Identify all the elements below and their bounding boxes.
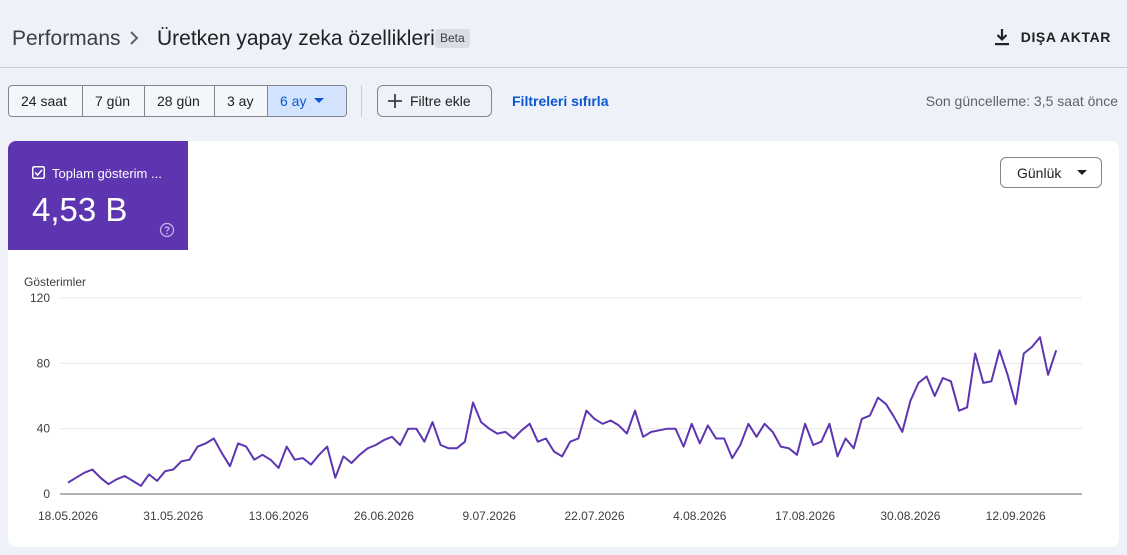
y-tick-label: 80 bbox=[37, 356, 51, 370]
x-tick-label: 31.05.2026 bbox=[143, 509, 203, 523]
caret-down-icon bbox=[314, 98, 325, 103]
plus-icon bbox=[388, 94, 402, 108]
y-tick-label: 0 bbox=[43, 487, 50, 501]
x-tick-label: 18.05.2026 bbox=[38, 509, 98, 523]
add-filter-button[interactable]: Filtre ekle bbox=[377, 85, 492, 117]
y-tick-label: 120 bbox=[30, 291, 50, 305]
page-header: Performans Üretken yapay zeka özellikler… bbox=[0, 0, 1127, 68]
toolbar-divider bbox=[361, 85, 362, 117]
page-title: Üretken yapay zeka özellikleri bbox=[157, 27, 435, 50]
export-label: DIŞA AKTAR bbox=[1020, 29, 1111, 45]
x-tick-label: 13.06.2026 bbox=[249, 509, 309, 523]
beta-badge: Beta bbox=[435, 29, 470, 48]
x-tick-label: 17.08.2026 bbox=[775, 509, 835, 523]
range-7d[interactable]: 7 gün bbox=[83, 86, 145, 116]
granularity-value: Günlük bbox=[1017, 164, 1062, 181]
x-tick-label: 22.07.2026 bbox=[564, 509, 624, 523]
range-3m[interactable]: 3 ay bbox=[215, 86, 268, 116]
metric-label: Toplam gösterim ... bbox=[52, 166, 162, 181]
series-line-impressions bbox=[67, 336, 1058, 487]
checkbox-checked-icon[interactable] bbox=[32, 166, 45, 179]
range-28d[interactable]: 28 gün bbox=[145, 86, 215, 116]
caret-down-icon bbox=[1077, 169, 1088, 175]
x-tick-label: 9.07.2026 bbox=[463, 509, 517, 523]
breadcrumb-performance[interactable]: Performans bbox=[12, 27, 121, 50]
metric-value: 4,53 B bbox=[32, 191, 128, 228]
reset-filters-link[interactable]: Filtreleri sıfırla bbox=[512, 93, 609, 109]
range-6m-label: 6 ay bbox=[280, 93, 307, 109]
range-24h[interactable]: 24 saat bbox=[9, 86, 83, 116]
metric-tile-total-impressions[interactable]: Toplam gösterim ... 4,53 B bbox=[8, 141, 188, 250]
x-tick-label: 4.08.2026 bbox=[673, 509, 727, 523]
last-updated-text: Son güncelleme: 3,5 saat önce bbox=[925, 93, 1118, 109]
x-tick-label: 12.09.2026 bbox=[986, 509, 1046, 523]
add-filter-label: Filtre ekle bbox=[410, 93, 471, 109]
y-axis-label: Gösterimler bbox=[24, 275, 87, 289]
y-tick-label: 40 bbox=[37, 422, 51, 436]
range-6m[interactable]: 6 ay bbox=[268, 86, 346, 116]
performance-card: Toplam gösterim ... 4,53 B Günlük bbox=[8, 141, 1119, 547]
export-button[interactable]: DIŞA AKTAR bbox=[993, 25, 1111, 49]
date-range-selector: 24 saat 7 gün 28 gün 3 ay 6 ay bbox=[8, 85, 347, 117]
granularity-dropdown[interactable]: Günlük bbox=[1000, 157, 1102, 188]
download-icon bbox=[994, 29, 1009, 46]
x-tick-label: 26.06.2026 bbox=[354, 509, 414, 523]
help-icon[interactable] bbox=[159, 222, 175, 238]
chevron-right-icon bbox=[130, 31, 139, 45]
x-tick-label: 30.08.2026 bbox=[880, 509, 940, 523]
